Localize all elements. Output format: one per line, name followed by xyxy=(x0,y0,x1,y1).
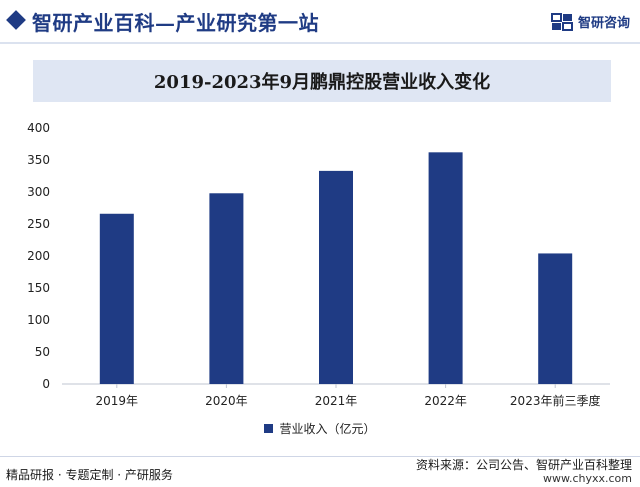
bar xyxy=(428,152,463,384)
x-tick-label: 2023年前三季度 xyxy=(510,393,601,408)
site-title: 智研产业百科—产业研究第一站 xyxy=(32,11,319,35)
y-tick-label: 100 xyxy=(27,313,50,327)
legend-label: 营业收入（亿元） xyxy=(279,422,376,436)
y-tick-label: 50 xyxy=(35,345,50,359)
y-tick-label: 350 xyxy=(27,153,50,167)
bar xyxy=(538,253,573,384)
y-tick-label: 150 xyxy=(27,281,50,295)
y-tick-label: 200 xyxy=(27,249,50,263)
footer-tagline: 精品研报 · 专题定制 · 产研服务 xyxy=(6,468,173,482)
y-tick-label: 0 xyxy=(42,377,50,391)
header-divider xyxy=(0,42,640,44)
source-url: www.chyxx.com xyxy=(542,472,632,485)
zhiyan-logo-icon xyxy=(550,12,573,31)
y-tick-label: 300 xyxy=(27,185,50,199)
bar xyxy=(99,213,134,384)
footer: 精品研报 · 专题定制 · 产研服务 资料来源：公司公告、智研产业百科整理 ww… xyxy=(0,456,640,487)
legend-swatch xyxy=(264,424,274,433)
chart-legend: 营业收入（亿元） xyxy=(0,420,640,437)
top-header: 智研产业百科—产业研究第一站 智研咨询 xyxy=(0,0,640,42)
chart-title: 2019-2023年9月鹏鼎控股营业收入变化 xyxy=(153,72,491,93)
brand-name: 智研咨询 xyxy=(577,16,630,31)
footer-source: 资料来源：公司公告、智研产业百科整理 www.chyxx.com xyxy=(416,458,632,486)
x-tick-label: 2021年 xyxy=(315,394,358,408)
x-tick-label: 2022年 xyxy=(424,394,467,408)
brand[interactable]: 智研咨询 xyxy=(550,12,630,31)
source-text: 资料来源：公司公告、智研产业百科整理 xyxy=(415,458,632,472)
x-tick-label: 2020年 xyxy=(205,394,248,408)
footer-divider xyxy=(0,456,640,457)
x-tick-label: 2019年 xyxy=(96,394,139,408)
y-tick-label: 400 xyxy=(27,121,50,135)
bar xyxy=(209,193,244,384)
chart-title-band: 2019-2023年9月鹏鼎控股营业收入变化 xyxy=(33,60,611,102)
bar xyxy=(319,170,353,384)
y-tick-label: 250 xyxy=(27,217,50,231)
